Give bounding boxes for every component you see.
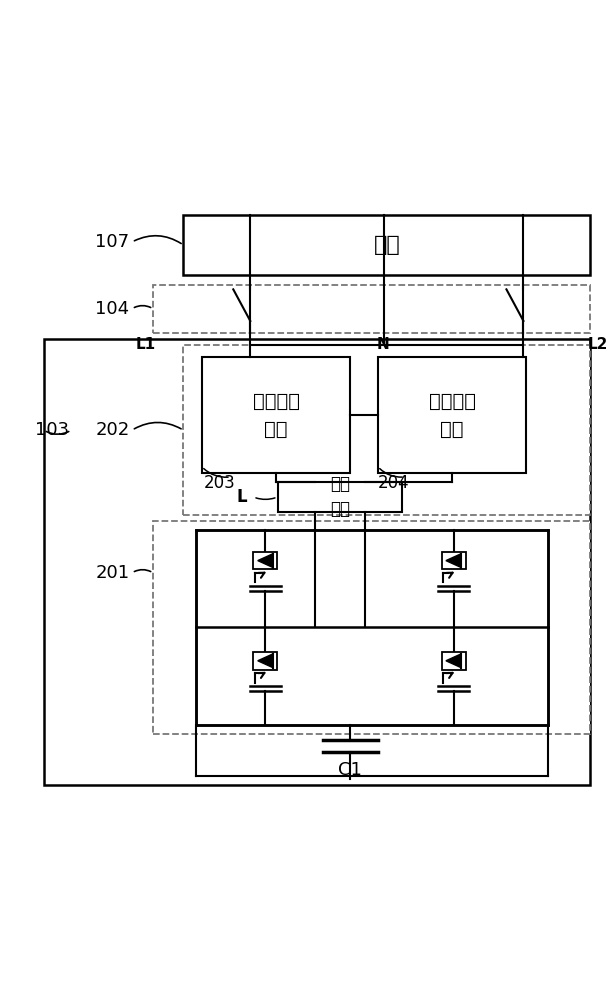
Bar: [202, 357, 351, 473]
Bar: [254, 652, 278, 670]
Text: 203: 203: [203, 474, 235, 492]
Bar: [254, 552, 278, 569]
Text: 103: 103: [35, 421, 69, 439]
Bar: [278, 482, 402, 512]
Polygon shape: [258, 554, 273, 568]
Text: 第一阻抗
网络: 第一阻抗 网络: [252, 392, 300, 439]
Text: 204: 204: [378, 474, 410, 492]
Text: 202: 202: [96, 421, 130, 439]
Text: C1: C1: [338, 761, 362, 779]
Bar: [153, 521, 590, 734]
Bar: [44, 339, 590, 785]
Text: N: N: [376, 337, 389, 352]
Bar: [153, 285, 590, 333]
Bar: [378, 357, 526, 473]
Text: 104: 104: [96, 300, 130, 318]
Text: 电网: 电网: [373, 235, 400, 255]
Text: L2: L2: [588, 337, 608, 352]
Bar: [441, 652, 465, 670]
Polygon shape: [446, 554, 461, 568]
Bar: [184, 215, 590, 275]
Text: 共模
电感: 共模 电感: [330, 475, 350, 518]
Bar: [441, 552, 465, 569]
Bar: [196, 530, 548, 725]
Text: 201: 201: [96, 564, 130, 582]
Text: 107: 107: [96, 233, 130, 251]
Text: L1: L1: [136, 337, 156, 352]
Polygon shape: [258, 654, 273, 668]
Text: 第二阻抗
网络: 第二阻抗 网络: [429, 392, 476, 439]
Text: L: L: [236, 488, 247, 506]
Bar: [184, 345, 590, 515]
Polygon shape: [446, 654, 461, 668]
